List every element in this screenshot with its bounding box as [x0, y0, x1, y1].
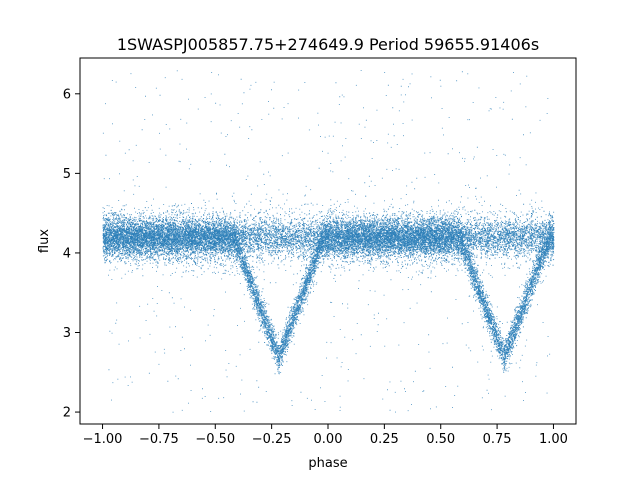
chart-title: 1SWASPJ005857.75+274649.9 Period 59655.9…: [117, 35, 539, 54]
x-tick-label: −0.75: [139, 432, 179, 447]
x-tick-label: −0.50: [195, 432, 235, 447]
x-tick-label: 1.00: [539, 432, 568, 447]
x-tick-label: −0.25: [252, 432, 292, 447]
baseline-density: [102, 203, 555, 374]
y-tick-label: 4: [63, 246, 71, 261]
y-tick-label: 2: [63, 406, 71, 421]
y-tick-label: 6: [63, 87, 71, 102]
x-axis: −1.00 −0.75 −0.50 −0.25 0.00 0.25 0.50 0.75 1.00: [83, 424, 568, 447]
y-tick-label: 5: [63, 167, 71, 182]
y-tick-label: 3: [63, 326, 71, 341]
x-tick-label: −1.00: [83, 432, 123, 447]
x-tick-label: 0.25: [370, 432, 399, 447]
x-tick-label: 0.50: [426, 432, 455, 447]
y-axis: 2 3 4 5 6: [63, 87, 80, 421]
data-points: [102, 70, 555, 413]
y-axis-label: flux: [37, 229, 52, 253]
x-tick-label: 0.75: [483, 432, 512, 447]
scatter-points: [102, 70, 555, 413]
dense-points: [102, 203, 555, 374]
x-axis-label: phase: [308, 456, 347, 471]
x-tick-label: 0.00: [314, 432, 343, 447]
